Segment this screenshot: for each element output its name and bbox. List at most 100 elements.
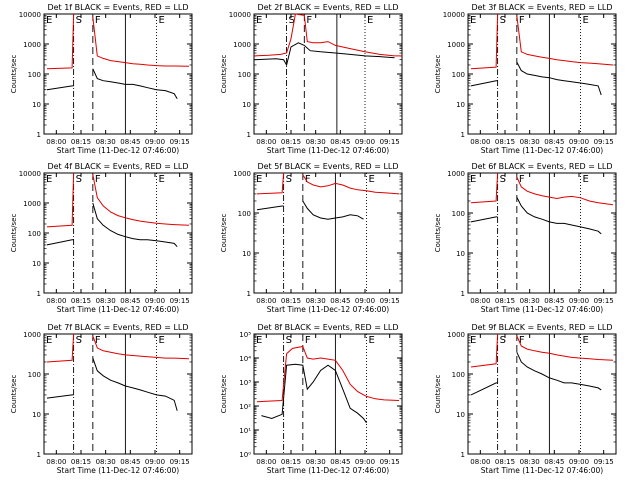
y-axis-label: Counts/sec [434,375,442,414]
event-marker-label: E [46,335,52,346]
y-axis-label: Counts/sec [434,214,442,253]
series-line-lld [46,333,190,363]
plot-frame [253,172,403,294]
y-tick-label: 100 [28,371,41,379]
x-tick-label: 08:30 [96,297,116,305]
x-tick-label: 08:00 [256,297,276,305]
x-tick-label: 08:00 [46,138,66,146]
y-tick-label: 1000 [23,200,41,208]
event-marker-label: F [95,15,101,26]
y-tick-label: 10000 [229,11,251,19]
y-axis-label: Counts/sec [10,375,18,414]
event-marker-label: S [286,174,292,185]
plot-frame [43,13,193,135]
x-tick-label: 09:15 [380,138,400,146]
x-tick-label: 09:00 [355,138,375,146]
x-tick-label: 08:15 [495,458,515,466]
x-axis-label: Start Time (11-Dec-12 07:46:00) [57,305,179,314]
event-marker-label: E [582,174,588,185]
plot-frame [43,172,193,294]
x-tick-label: 08:45 [330,297,350,305]
panel-det-9: Det 9f BLACK = Events, RED = LLD 1 10 100 10… [434,323,617,475]
x-tick-label: 08:45 [330,458,350,466]
event-marker-label: S [500,335,506,346]
plot-frame [467,13,617,135]
x-tick-label: 08:30 [96,138,116,146]
event-marker-label: E [367,15,373,26]
x-axis-label: Start Time (11-Dec-12 07:46:00) [267,146,389,155]
x-tick-label: 08:00 [46,458,66,466]
x-tick-label: 08:15 [495,138,515,146]
x-axis-label: Start Time (11-Dec-12 07:46:00) [57,146,179,155]
event-marker-label: F [305,335,311,346]
y-tick-label: 10¹ [239,427,251,435]
plot-frame [253,333,403,455]
event-marker-label: S [76,335,82,346]
panel-title: Det 2f BLACK = Events, RED = LLD [257,3,398,12]
x-tick-label: 09:00 [145,297,165,305]
x-tick-label: 08:15 [281,458,301,466]
event-marker-label: F [95,335,101,346]
y-tick-label: 10 [456,101,465,109]
y-tick-label: 10000 [19,170,41,178]
event-marker-label: S [500,15,506,26]
event-marker-label: E [158,15,164,26]
y-tick-label: 1 [461,290,465,298]
x-tick-label: 09:15 [594,458,614,466]
panel-det-6: Det 6f BLACK = Events, RED = LLD 1 10 100 10… [434,162,617,314]
x-tick-label: 09:00 [569,297,589,305]
x-tick-label: 08:00 [46,297,66,305]
y-tick-label: 1000 [447,331,465,339]
y-tick-label: 1000 [447,170,465,178]
y-tick-label: 10² [239,403,251,411]
series-line-lld [46,172,190,228]
y-tick-label: 10 [32,260,41,268]
x-tick-label: 08:00 [470,458,490,466]
event-marker-label: E [470,174,476,185]
x-tick-label: 08:00 [470,297,490,305]
x-tick-label: 08:45 [120,297,140,305]
x-tick-label: 08:15 [495,297,515,305]
y-tick-label: 100 [452,71,465,79]
panel-title: Det 8f BLACK = Events, RED = LLD [257,323,398,332]
y-tick-label: 1 [461,131,465,139]
x-tick-label: 08:30 [306,297,326,305]
y-axis-label: Counts/sec [10,55,18,94]
y-tick-label: 10000 [443,11,465,19]
y-axis-label: Counts/sec [220,214,228,253]
series-line-lld [253,13,402,57]
x-tick-label: 08:45 [120,458,140,466]
series-line-lld [470,13,614,70]
y-tick-label: 1 [247,131,251,139]
panel-title: Det 6f BLACK = Events, RED = LLD [471,162,612,171]
panel-title: Det 9f BLACK = Events, RED = LLD [471,323,612,332]
y-axis-label: Counts/sec [10,214,18,253]
panel-det-8: Det 8f BLACK = Events, RED = LLD 10⁰ 10¹ 10… [220,323,403,475]
y-tick-label: 100 [452,210,465,218]
x-tick-label: 08:45 [544,138,564,146]
panel-det-4: Det 4f BLACK = Events, RED = LLD 1 10 100 10… [10,162,193,314]
y-tick-label: 10000 [19,11,41,19]
panel-det-5: Det 5f BLACK = Events, RED = LLD 1 10 100 10… [220,162,403,314]
x-tick-label: 08:45 [544,297,564,305]
panel-title: Det 1f BLACK = Events, RED = LLD [47,3,188,12]
x-axis-label: Start Time (11-Dec-12 07:46:00) [267,305,389,314]
panel-title: Det 4f BLACK = Events, RED = LLD [47,162,188,171]
event-marker-label: E [470,15,476,26]
panel-det-2: Det 2f BLACK = Events, RED = LLD 1 10 100 10… [220,3,403,155]
x-tick-label: 08:15 [281,138,301,146]
x-tick-label: 08:15 [71,297,91,305]
plot-frame [43,333,193,455]
x-tick-label: 09:15 [594,138,614,146]
x-tick-label: 09:15 [170,458,190,466]
event-marker-label: F [519,335,525,346]
x-tick-label: 08:00 [470,138,490,146]
event-marker-label: E [256,174,262,185]
event-marker-label: S [76,174,82,185]
x-tick-label: 09:15 [380,297,400,305]
series-line-events [261,363,367,424]
y-tick-label: 10 [456,411,465,419]
x-tick-label: 09:15 [594,297,614,305]
series-line-events [470,196,602,235]
